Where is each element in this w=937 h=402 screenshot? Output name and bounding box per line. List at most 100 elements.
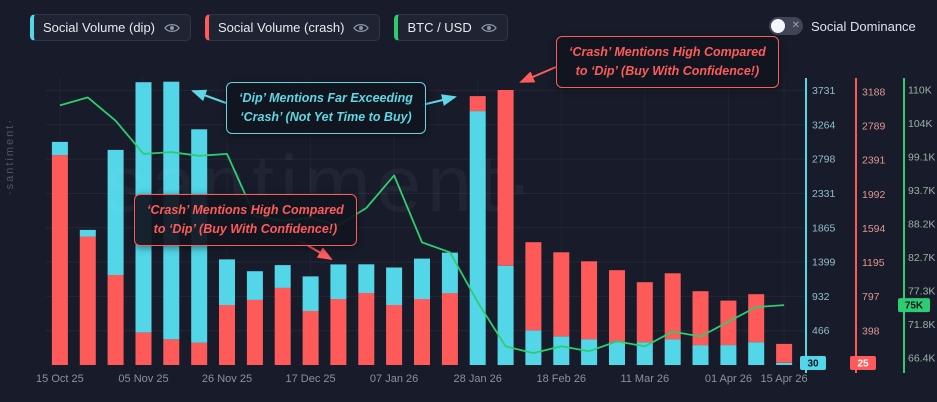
axis-tick-label: 1992 [862,189,886,201]
bar-crash-segment [302,311,319,365]
bar-dip-segment [553,336,570,365]
bar-dip-segment [386,267,403,305]
social-dominance-control: ✕ Social Dominance [769,17,937,35]
annotation-line: ‘Crash’ Mentions High Compared [569,45,766,59]
bar-crash-segment [553,252,570,337]
bar-dip-segment [302,276,319,311]
bar-crash-segment [414,299,430,365]
axis-tick-label: 3731 [812,85,836,97]
axis-tick-label: 82.7K [908,252,935,264]
annotation-crash-top: ‘Crash’ Mentions High Compared to ‘Dip’ … [556,36,779,88]
axis-tick-label: 104K [908,118,933,130]
axis-tick-label: 1399 [812,257,836,269]
social-dominance-toggle[interactable]: ✕ [769,17,803,35]
axis-tick-label: 2331 [812,188,836,200]
bar-crash-segment [581,261,598,340]
legend-chip-0[interactable]: Social Volume (dip) [30,14,191,41]
bar-dip-segment [358,264,375,293]
x-axis-label: 28 Jan 26 [454,373,502,385]
annotation-line: ‘Crash’ (Not Yet Time to Buy) [240,109,412,124]
axis-tick-label: 66.4K [908,353,935,365]
eye-icon[interactable] [353,22,370,34]
bar-crash-segment [664,273,681,340]
axis-tick-label: 2391 [862,155,886,167]
bar-crash-segment [525,242,542,331]
bar-dip-segment [246,271,263,300]
eye-icon[interactable] [164,22,180,34]
bar-crash-segment [748,294,765,343]
axis-tick-label: 797 [862,291,880,303]
axis-tick-label: 466 [812,325,830,337]
bar-crash-segment [51,155,68,365]
axis-tick-label: 2798 [812,154,836,166]
x-axis-label: 26 Nov 25 [202,373,252,385]
axis-tick-label: 398 [862,325,880,337]
bar-crash-segment [441,293,458,365]
bar-dip-segment [497,265,514,365]
axis-badge-label: 30 [807,359,819,370]
bar-dip-segment [664,339,681,365]
axis-badge [850,356,876,370]
bar-dip-segment [51,141,68,156]
bar-dip-segment [692,345,709,365]
axis-tick-label: 1865 [812,222,836,234]
close-icon: ✕ [791,20,800,31]
axis-tick-label: 110K [908,85,932,97]
x-axis-label: 15 Apr 26 [761,373,808,385]
axis-tick-label: 3188 [862,86,886,98]
bar-dip-segment [609,342,625,365]
bar-dip-segment [274,265,291,288]
axis-tick-label: 88.2K [908,219,935,231]
x-axis-label: 07 Jan 26 [370,373,418,385]
x-axis-label: 15 Oct 25 [36,373,84,385]
btc-line [59,96,785,355]
bar-crash-segment [135,332,152,365]
bar-dip-segment [441,252,458,294]
bar-crash-segment [274,287,291,365]
bar-crash-segment [219,305,235,365]
x-axis-label: 11 Mar 26 [620,373,669,385]
axis-tick-label: 93.7K [908,185,935,197]
legend-chip-2[interactable]: BTC / USD [394,14,508,41]
axis-tick-label: 99.1K [908,152,935,164]
axis-tick-label: 1594 [862,223,886,235]
axis-tick-label: 77.3K [908,286,935,298]
bar-crash-segment [79,236,96,365]
bar-dip-segment [79,229,96,237]
axis-tick-label: 3264 [812,119,836,131]
x-axis-label: 18 Feb 26 [537,373,587,385]
bar-crash-segment [107,275,124,365]
bar-crash-segment [776,343,793,363]
annotation-dip: ‘Dip’ Mentions Far Exceeding ‘Crash’ (No… [226,82,426,134]
annotation-line: ‘Crash’ Mentions High Compared [147,203,344,217]
eye-icon[interactable] [480,22,497,34]
bar-crash-segment [609,270,625,343]
annotation-line: to ‘Dip’ (Buy With Confidence!) [153,221,338,236]
bar-crash-segment [497,90,514,266]
annotation-line: to ‘Dip’ (Buy With Confidence!) [575,63,760,78]
axis-tick-label: 932 [812,291,830,303]
x-axis-label: 01 Apr 26 [705,373,752,385]
bar-crash-segment [386,305,403,365]
bar-crash-segment [191,342,208,365]
bar-dip-segment [776,362,793,365]
x-axis-label: 17 Dec 25 [286,373,336,385]
legend-label-btc: BTC / USD [407,20,472,35]
bar-crash-segment [636,282,653,343]
bar-dip-segment [720,345,737,365]
bar-dip-segment [330,264,347,299]
bar-dip-segment [469,111,486,365]
bar-dip-segment [525,330,542,365]
bar-crash-segment [330,299,347,365]
legend-chip-1[interactable]: Social Volume (crash) [205,14,381,41]
bar-crash-segment [358,293,375,365]
bar-dip-segment [414,258,430,300]
bar-crash-segment [692,291,709,346]
x-axis-label: 05 Nov 25 [118,373,168,385]
toggle-knob [771,19,785,33]
bar-dip-segment [636,342,653,365]
annotation-crash-mid: ‘Crash’ Mentions High Compared to ‘Dip’ … [134,194,357,246]
axis-badge [800,356,826,370]
social-dominance-label: Social Dominance [811,18,916,34]
